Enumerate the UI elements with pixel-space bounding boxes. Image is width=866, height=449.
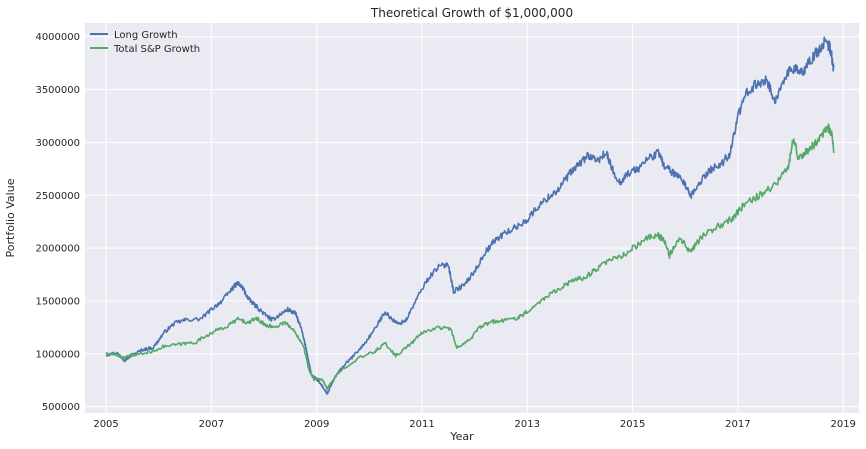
legend: Long Growth Total S&P Growth: [90, 30, 200, 55]
y-tick-label: 1000000: [35, 349, 80, 360]
y-tick-labels: 500000 1000000 1500000 2000000 2500000 300000…: [35, 32, 80, 413]
chart-title: Theoretical Growth of $1,000,000: [370, 6, 573, 20]
x-tick-label: 2011: [409, 419, 434, 430]
grid: [85, 23, 859, 413]
x-tick-label: 2009: [304, 419, 329, 430]
series-line-long-growth: [105, 36, 835, 395]
series-layer: [105, 36, 835, 395]
x-tick-labels: 2005 2007 2009 2011 2013 2015 2017 2019: [93, 419, 856, 430]
x-tick-label: 2015: [620, 419, 645, 430]
y-tick-label: 2000000: [35, 244, 80, 255]
y-tick-label: 3000000: [35, 138, 80, 149]
plot-background: [85, 23, 859, 413]
y-tick-label: 2500000: [35, 191, 80, 202]
x-tick-label: 2017: [725, 419, 750, 430]
legend-label-total-sp-growth: Total S&P Growth: [113, 44, 200, 55]
y-axis-label: Portfolio Value: [4, 178, 17, 257]
y-tick-label: 500000: [42, 402, 80, 413]
y-tick-label: 4000000: [35, 32, 80, 43]
legend-label-long-growth: Long Growth: [114, 30, 178, 41]
x-tick-label: 2005: [93, 419, 118, 430]
x-tick-label: 2013: [515, 419, 540, 430]
x-tick-label: 2019: [830, 419, 855, 430]
x-axis-label: Year: [449, 430, 474, 443]
series-line-total-sp-growth: [105, 123, 835, 391]
x-tick-label: 2007: [199, 419, 224, 430]
y-tick-label: 1500000: [35, 296, 80, 307]
y-tick-label: 3500000: [35, 85, 80, 96]
